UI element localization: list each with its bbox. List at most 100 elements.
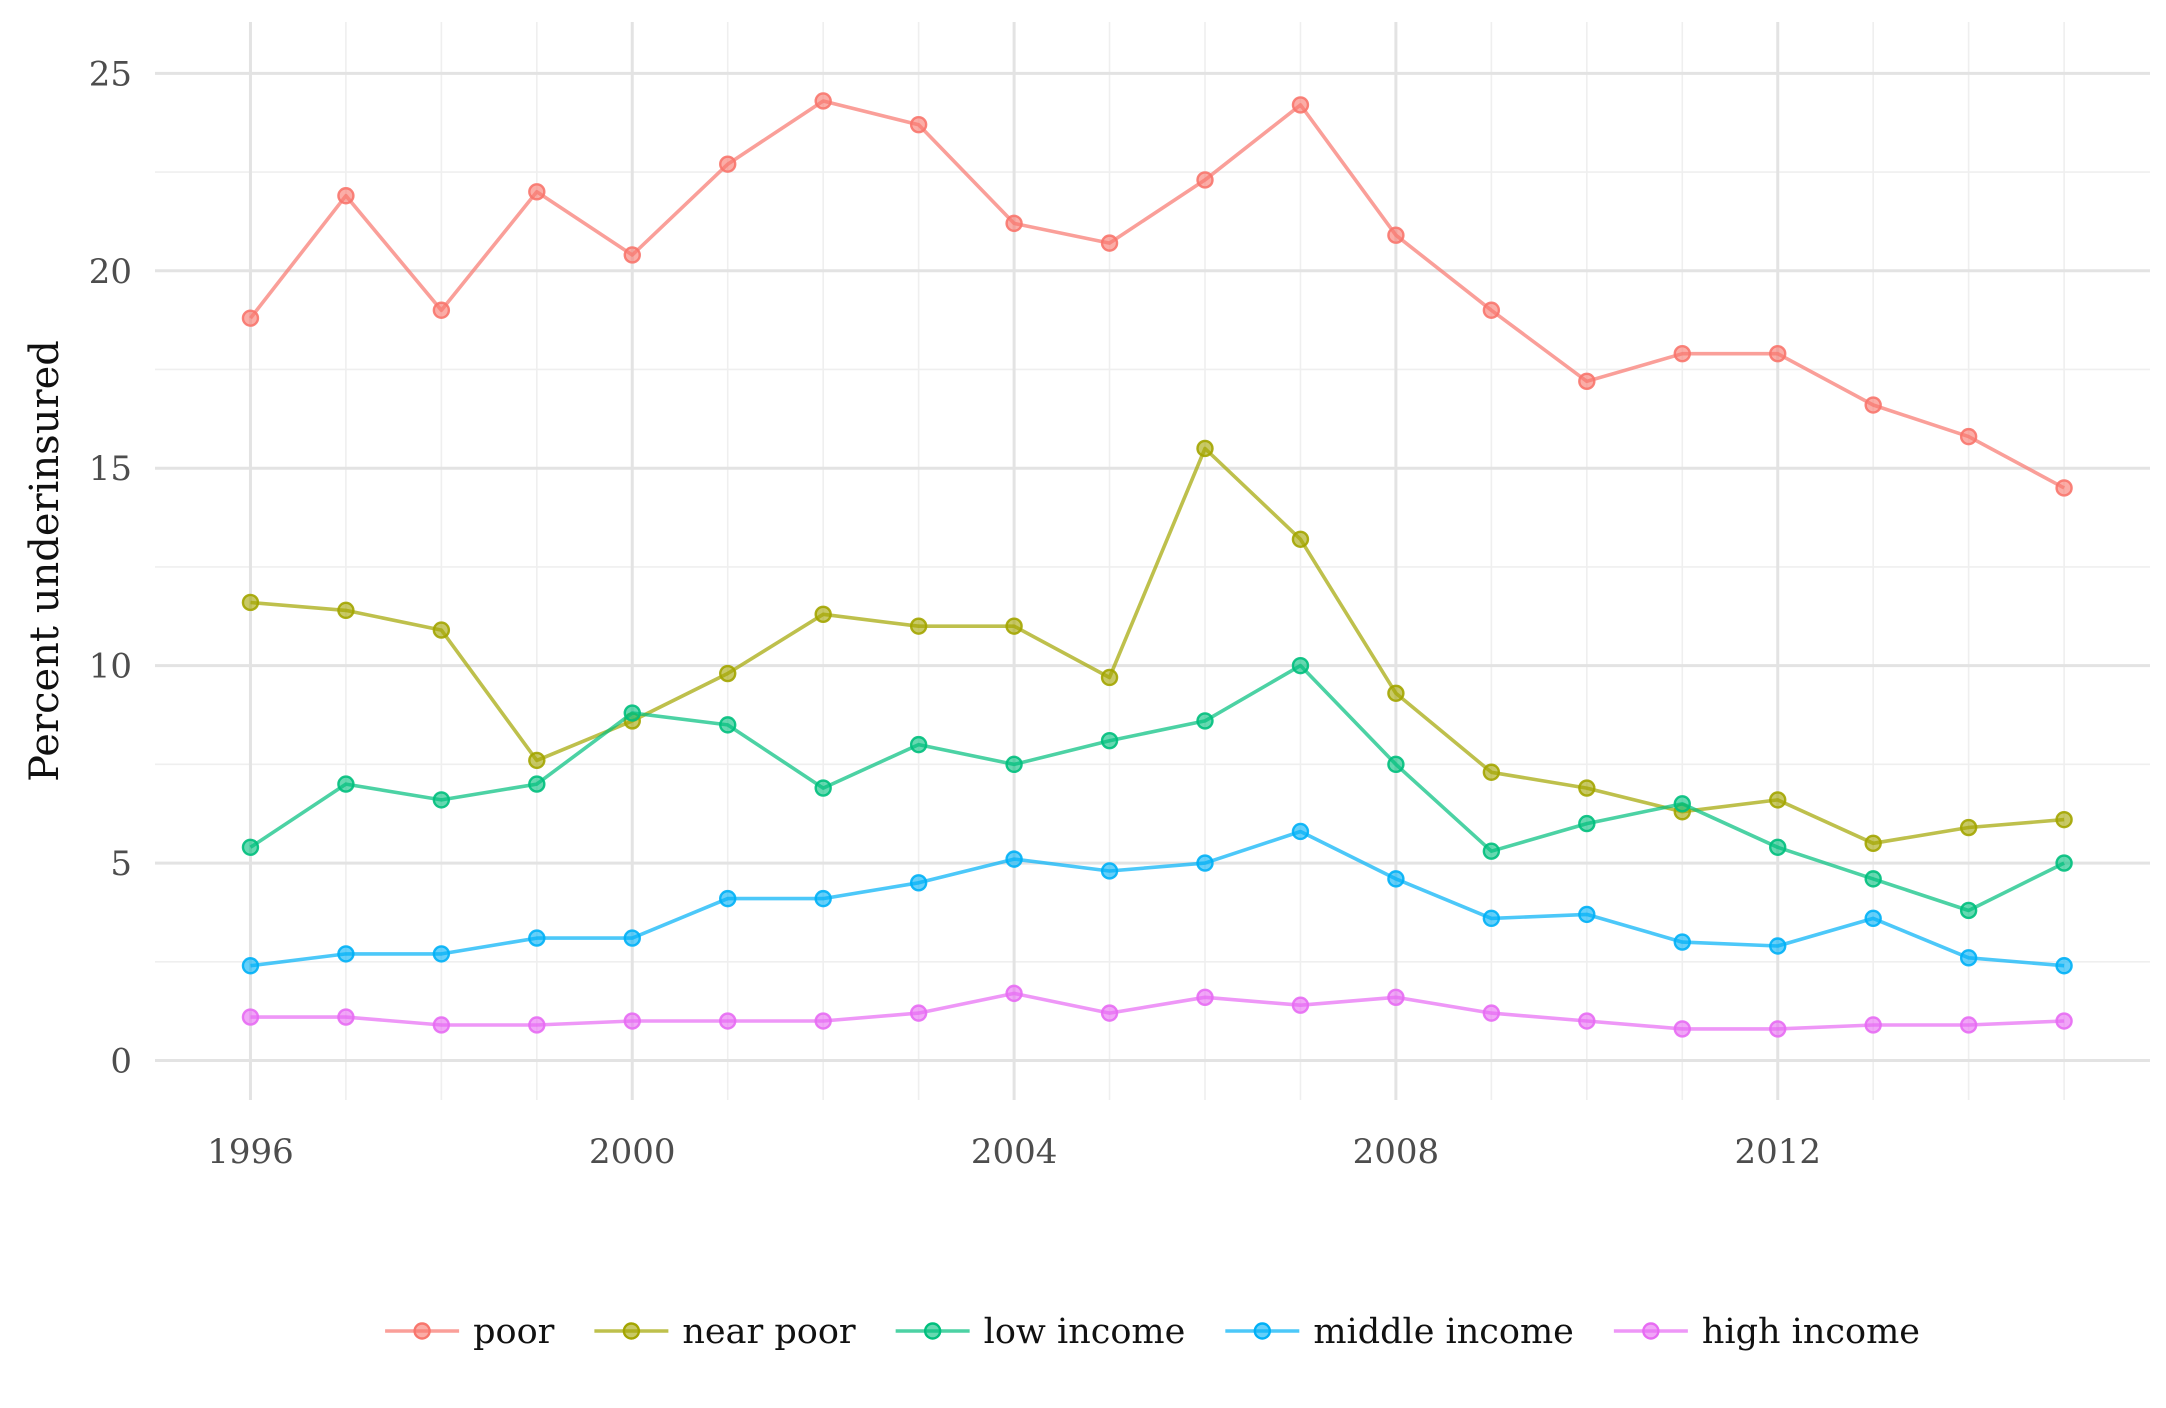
data-point-low-income (432, 791, 451, 809)
data-point-high-income (909, 1004, 928, 1022)
data-point-near-poor (1482, 763, 1501, 781)
data-point-near-poor (1864, 834, 1882, 853)
data-point-middle-income (1673, 933, 1691, 951)
series-line-middle-income (250, 829, 2065, 968)
data-point-middle-income (1196, 854, 1214, 872)
x-tick-label: 2012 (1734, 1132, 1821, 1172)
data-point-middle-income (719, 889, 737, 908)
legend-key-point (1253, 1322, 1272, 1340)
data-point-low-income (1196, 712, 1214, 730)
data-point-low-income (1291, 656, 1310, 675)
data-point-near-poor (528, 751, 546, 770)
data-point-low-income (623, 704, 641, 722)
y-tick-label: 0 (110, 1042, 132, 1082)
legend-key-point (1642, 1322, 1660, 1340)
x-tick-label: 2004 (971, 1132, 1058, 1172)
series-line-poor (249, 99, 2065, 490)
data-point-low-income (337, 775, 355, 793)
data-point-low-income (2055, 854, 2073, 872)
series-line-near-poor (250, 446, 2065, 846)
data-point-poor (814, 92, 832, 110)
data-point-middle-income (1005, 850, 1023, 868)
data-point-low-income (1482, 842, 1501, 860)
data-point-low-income (1100, 731, 1119, 750)
data-point-low-income (814, 779, 832, 797)
data-point-near-poor (1387, 684, 1405, 702)
data-point-low-income (528, 775, 546, 793)
data-point-middle-income (241, 957, 260, 975)
data-point-middle-income (1291, 822, 1310, 841)
data-point-poor (1864, 396, 1882, 414)
data-point-poor (1959, 427, 1978, 446)
series-poor (241, 92, 2073, 497)
legend-item-high-income: high income (1613, 1312, 1920, 1352)
legend-item-low-income: low income (895, 1312, 1186, 1352)
legend: poor near poor low income middle income high… (385, 1312, 1920, 1352)
x-tick-label: 2008 (1353, 1132, 1440, 1172)
data-point-middle-income (909, 874, 928, 892)
data-point-high-income (1387, 988, 1405, 1007)
data-point-middle-income (2055, 957, 2073, 975)
data-point-poor (1291, 96, 1310, 114)
data-point-high-income (1291, 996, 1310, 1014)
data-point-middle-income (1482, 909, 1501, 928)
data-point-near-poor (2055, 810, 2073, 829)
x-axis-ticks: 1996 2000 2004 2008 2012 (207, 1132, 1821, 1172)
data-point-high-income (719, 1012, 737, 1030)
data-point-low-income (241, 838, 260, 856)
data-point-high-income (1673, 1020, 1691, 1038)
legend-item-middle-income: middle income (1225, 1312, 1574, 1352)
data-point-high-income (1100, 1004, 1119, 1022)
data-point-high-income (528, 1016, 546, 1034)
y-tick-label: 20 (89, 252, 132, 292)
legend-key-point (413, 1322, 431, 1340)
legend-label: high income (1702, 1312, 1920, 1352)
data-point-high-income (623, 1012, 641, 1030)
data-point-near-poor (432, 621, 451, 639)
data-point-near-poor (719, 664, 737, 683)
data-point-poor (337, 187, 355, 205)
data-point-poor (1100, 234, 1119, 252)
x-tick-label: 2000 (589, 1132, 676, 1172)
legend-label: low income (984, 1312, 1186, 1352)
y-tick-label: 10 (89, 647, 132, 687)
series-middle-income (241, 822, 2073, 975)
data-point-poor (1482, 301, 1501, 319)
y-axis-label: Percent underinsured (22, 340, 68, 782)
y-tick-label: 15 (89, 449, 132, 489)
data-point-near-poor (909, 617, 928, 635)
series-low-income (241, 656, 2073, 920)
legend-item-near-poor: near poor (594, 1312, 856, 1352)
data-point-low-income (1578, 814, 1596, 833)
data-point-poor (1005, 214, 1023, 233)
y-axis-ticks: 0 5 10 15 20 25 (89, 54, 132, 1081)
data-point-poor (241, 309, 260, 327)
data-point-near-poor (337, 601, 355, 620)
y-tick-label: 25 (89, 54, 132, 94)
data-point-poor (1769, 344, 1787, 363)
series-line-low-income (249, 663, 2065, 913)
data-point-high-income (1005, 984, 1023, 1003)
data-point-middle-income (1100, 862, 1119, 880)
data-point-middle-income (1864, 909, 1882, 928)
data-point-middle-income (1578, 905, 1596, 924)
data-point-middle-income (432, 945, 451, 963)
data-point-poor (1196, 171, 1214, 189)
data-point-middle-income (1959, 949, 1978, 967)
data-point-poor (2055, 479, 2073, 497)
legend-label: middle income (1313, 1312, 1574, 1352)
x-tick-label: 1996 (207, 1132, 294, 1172)
data-point-poor (719, 155, 737, 173)
legend-label: near poor (682, 1312, 856, 1352)
data-point-middle-income (337, 945, 355, 963)
data-point-high-income (1769, 1020, 1787, 1038)
data-point-high-income (337, 1008, 355, 1026)
data-point-low-income (719, 716, 737, 734)
legend-item-poor: poor (385, 1312, 555, 1352)
legend-label: poor (473, 1312, 555, 1352)
data-point-high-income (814, 1012, 832, 1030)
data-point-low-income (1769, 838, 1787, 856)
data-point-high-income (1864, 1016, 1882, 1034)
data-point-high-income (432, 1016, 451, 1034)
